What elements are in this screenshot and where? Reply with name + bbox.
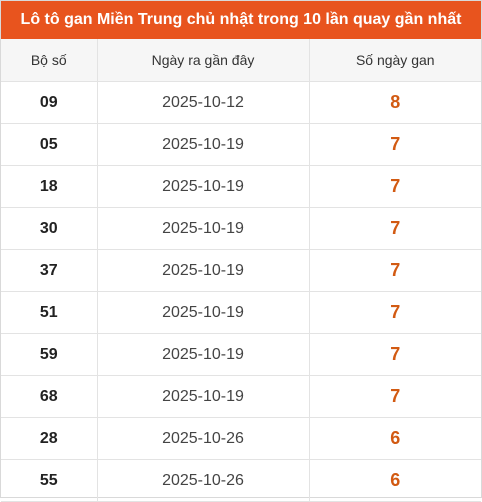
table-row: 18 2025-10-19 7 <box>1 165 481 208</box>
table-title: Lô tô gan Miền Trung chủ nhật trong 10 l… <box>1 1 481 39</box>
cell-number: 30 <box>1 207 98 250</box>
cell-number: 55 <box>1 459 98 502</box>
cell-days: 7 <box>309 123 481 166</box>
cell-last-date: 2025-10-26 <box>97 417 310 460</box>
cell-days: 7 <box>309 207 481 250</box>
cell-last-date: 2025-10-19 <box>97 375 310 418</box>
table-row: 55 2025-10-26 6 <box>1 459 481 502</box>
cell-days: 7 <box>309 165 481 208</box>
cell-days: 7 <box>309 291 481 334</box>
header-days: Số ngày gan <box>309 39 481 82</box>
cell-number: 59 <box>1 333 98 376</box>
cell-days: 6 <box>309 459 481 502</box>
cell-days: 6 <box>309 417 481 460</box>
cell-number: 51 <box>1 291 98 334</box>
cell-number: 68 <box>1 375 98 418</box>
cell-number: 18 <box>1 165 98 208</box>
cell-last-date: 2025-10-19 <box>97 333 310 376</box>
cell-last-date: 2025-10-19 <box>97 291 310 334</box>
header-row: Bộ số Ngày ra gần đây Số ngày gan <box>1 39 481 82</box>
table-row: 09 2025-10-12 8 <box>1 81 481 124</box>
cell-days: 7 <box>309 249 481 292</box>
cell-last-date: 2025-10-19 <box>97 165 310 208</box>
table-row: 28 2025-10-26 6 <box>1 417 481 460</box>
table-row: 30 2025-10-19 7 <box>1 207 481 250</box>
cell-last-date: 2025-10-19 <box>97 249 310 292</box>
table-row: 37 2025-10-19 7 <box>1 249 481 292</box>
header-last-date: Ngày ra gần đây <box>97 39 310 82</box>
table-row: 59 2025-10-19 7 <box>1 333 481 376</box>
table-row: 51 2025-10-19 7 <box>1 291 481 334</box>
lo-gan-table: Bộ số Ngày ra gần đây Số ngày gan 09 202… <box>1 39 481 502</box>
cell-days: 7 <box>309 375 481 418</box>
cell-last-date: 2025-10-12 <box>97 81 310 124</box>
cell-last-date: 2025-10-19 <box>97 207 310 250</box>
header-number: Bộ số <box>1 39 98 82</box>
table-row: 05 2025-10-19 7 <box>1 123 481 166</box>
cell-days: 8 <box>309 81 481 124</box>
cell-number: 05 <box>1 123 98 166</box>
cell-number: 09 <box>1 81 98 124</box>
cell-number: 37 <box>1 249 98 292</box>
cell-days: 7 <box>309 333 481 376</box>
cell-last-date: 2025-10-26 <box>97 459 310 502</box>
table-row: 68 2025-10-19 7 <box>1 375 481 418</box>
cell-number: 28 <box>1 417 98 460</box>
cell-last-date: 2025-10-19 <box>97 123 310 166</box>
